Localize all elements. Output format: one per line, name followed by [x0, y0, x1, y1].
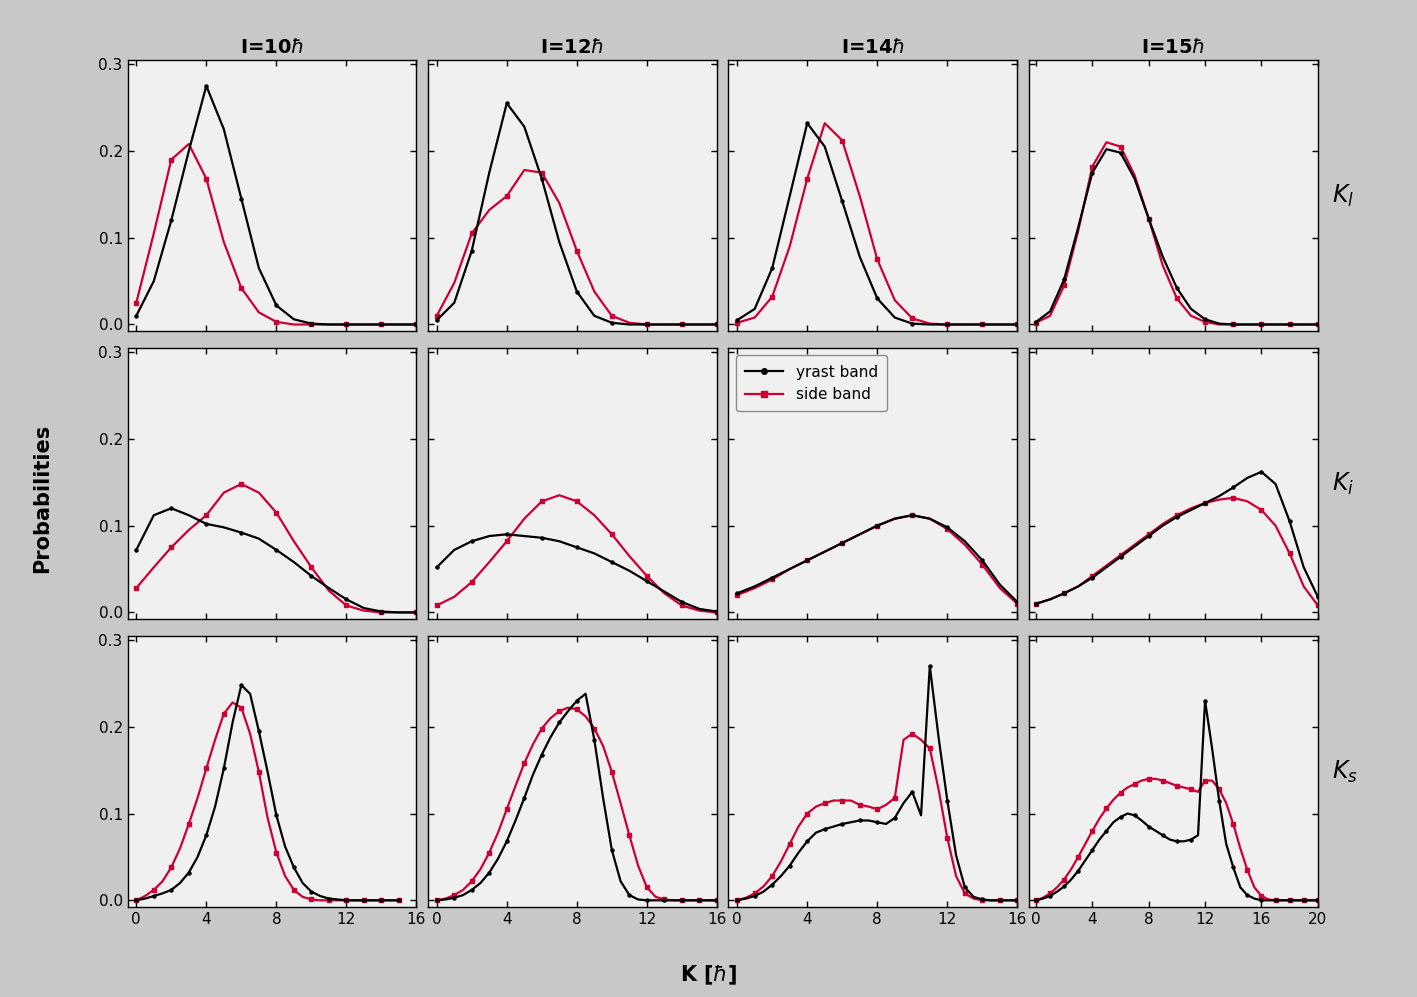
- Title: I=12$\hbar$: I=12$\hbar$: [540, 38, 605, 57]
- Title: I=10$\hbar$: I=10$\hbar$: [239, 38, 305, 57]
- Title: I=14$\hbar$: I=14$\hbar$: [840, 38, 905, 57]
- Text: K [$\hbar$]: K [$\hbar$]: [680, 963, 737, 987]
- Legend: yrast band, side band: yrast band, side band: [735, 355, 887, 412]
- Text: $K_i$: $K_i$: [1332, 471, 1355, 497]
- Text: Probabilities: Probabilities: [33, 424, 52, 573]
- Text: $K_s$: $K_s$: [1332, 759, 1357, 785]
- Text: $K_l$: $K_l$: [1332, 182, 1355, 208]
- Title: I=15$\hbar$: I=15$\hbar$: [1141, 38, 1206, 57]
